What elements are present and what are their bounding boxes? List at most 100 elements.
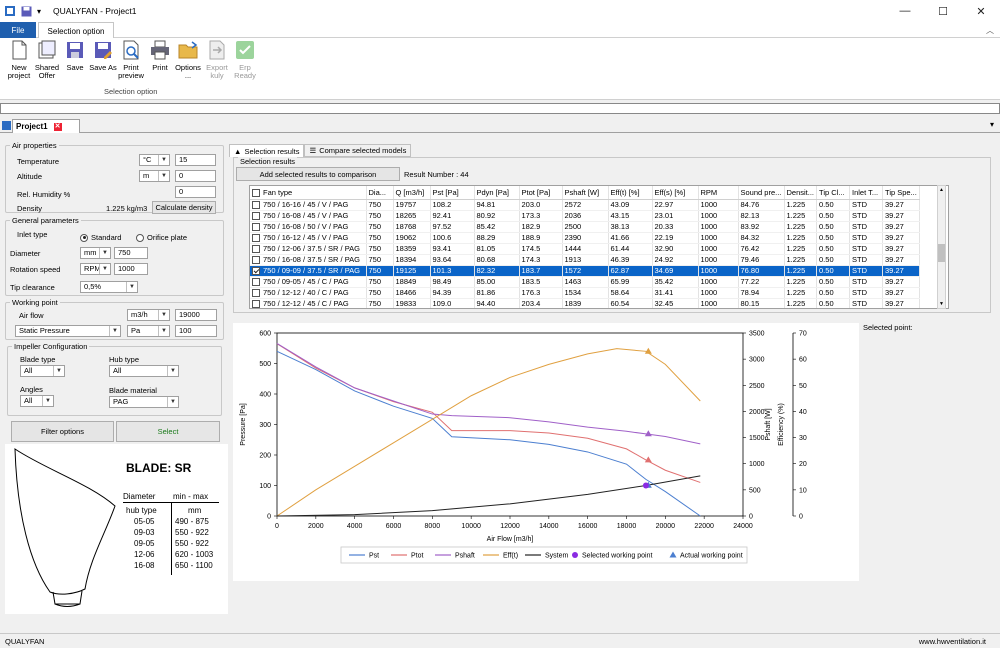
row-checkbox[interactable]: [252, 212, 260, 221]
save-icon[interactable]: [21, 6, 32, 17]
airflow-unit-select[interactable]: m3/h ▼: [127, 309, 170, 321]
row-checkbox[interactable]: [252, 278, 260, 287]
table-cell: 39.27: [882, 254, 920, 266]
tab-compare-models[interactable]: ☰ Compare selected models: [304, 144, 412, 157]
cell-value: STD: [852, 200, 868, 209]
tab-selection-results[interactable]: ▲ Selection results: [229, 144, 305, 157]
options-button[interactable]: Options ...: [174, 40, 202, 80]
rotation-unit-select[interactable]: RPM ▼: [80, 263, 111, 275]
file-tab[interactable]: File: [0, 22, 36, 38]
row-checkbox[interactable]: [252, 201, 260, 210]
blade-range-4: 650 - 1100: [175, 561, 213, 570]
qat-dropdown-icon[interactable]: ▾: [37, 6, 42, 16]
humidity-input[interactable]: 0: [175, 186, 216, 198]
cell-value: 43.09: [610, 200, 630, 209]
diameter-unit-value: mm: [84, 248, 97, 257]
hub-type-select[interactable]: All ▼: [109, 365, 179, 377]
print-preview-button[interactable]: Print preview: [117, 40, 145, 80]
cell-value: 35.42: [654, 277, 674, 286]
table-row[interactable]: 750 / 16-12 / 45 / V / PAG 750 19062 100.6 8…: [250, 232, 920, 244]
column-header[interactable]: Pst [Pa]: [430, 186, 475, 200]
scroll-thumb[interactable]: [938, 244, 945, 262]
close-tab-icon[interactable]: ✕: [53, 122, 62, 131]
row-checkbox[interactable]: [252, 289, 260, 298]
column-header[interactable]: RPM: [698, 186, 739, 200]
angles-select[interactable]: All ▼: [20, 395, 54, 407]
inlet-orifice-radio[interactable]: Orifice plate: [136, 233, 187, 242]
add-to-comparison-button[interactable]: Add selected results to comparison: [236, 167, 400, 181]
diameter-input[interactable]: 750: [114, 247, 148, 259]
row-checkbox[interactable]: [252, 256, 260, 265]
blade-type-select[interactable]: All ▼: [20, 365, 65, 377]
blade-material-select[interactable]: PAG ▼: [109, 396, 179, 408]
command-input-bar[interactable]: [0, 103, 1000, 114]
new-project-button[interactable]: New project: [5, 40, 33, 80]
select-all-checkbox[interactable]: [252, 189, 260, 198]
erp-ready-button[interactable]: Erp Ready: [231, 40, 259, 80]
print-button[interactable]: Print: [146, 40, 174, 72]
column-header[interactable]: Sound pre...: [738, 186, 785, 200]
table-cell: 1000: [698, 287, 739, 299]
airflow-input[interactable]: 19000: [175, 309, 217, 321]
scroll-up-icon[interactable]: ▲: [939, 187, 944, 193]
column-header[interactable]: Eff(s) [%]: [652, 186, 699, 200]
maximize-icon[interactable]: ☐: [938, 5, 948, 18]
cell-value: 39.27: [885, 288, 904, 297]
tab-project1[interactable]: Project1 ✕: [12, 119, 80, 133]
column-header[interactable]: Tip Cl...: [816, 186, 851, 200]
column-header[interactable]: Fan type: [250, 186, 367, 200]
column-header[interactable]: Densit...: [784, 186, 818, 200]
calculate-density-button[interactable]: Calculate density: [152, 201, 216, 214]
table-row[interactable]: 750 / 12-12 / 40 / C / PAG 750 18466 94.39 8…: [250, 287, 920, 299]
column-header[interactable]: Dia...: [366, 186, 394, 200]
table-cell: 83.92: [738, 221, 785, 233]
table-row[interactable]: 750 / 16-08 / 50 / V / PAG 750 18768 97.52 8…: [250, 221, 920, 233]
row-checkbox[interactable]: [252, 234, 260, 243]
column-header[interactable]: Pdyn [Pa]: [474, 186, 520, 200]
filter-options-button[interactable]: Filter options: [11, 421, 114, 442]
column-header[interactable]: Eff(t) [%]: [608, 186, 653, 200]
tab-selection-option[interactable]: Selection option: [38, 22, 114, 39]
rotation-input[interactable]: 1000: [114, 263, 148, 275]
diameter-unit-select[interactable]: mm ▼: [80, 247, 111, 259]
column-header[interactable]: Inlet T...: [849, 186, 884, 200]
ribbon-collapse-icon[interactable]: ︿: [986, 26, 994, 35]
column-header[interactable]: Ptot [Pa]: [519, 186, 563, 200]
shared-offer-button[interactable]: Shared Offer: [33, 40, 61, 80]
scroll-down-icon[interactable]: ▼: [939, 301, 944, 307]
table-row[interactable]: 750 / 16-08 / 45 / V / PAG 750 18265 92.41 8…: [250, 210, 920, 222]
table-row[interactable]: 750 / 09-05 / 45 / C / PAG 750 18849 98.49 8…: [250, 276, 920, 288]
row-checkbox[interactable]: [252, 245, 260, 254]
results-scrollbar[interactable]: ▲ ▼: [937, 185, 946, 309]
column-header-label: Pdyn [Pa]: [476, 188, 510, 197]
pressure-unit-select[interactable]: Pa ▼: [127, 325, 170, 337]
cell-value: 101.3: [432, 266, 452, 275]
inlet-standard-radio[interactable]: Standard: [80, 233, 121, 242]
tab-list-icon[interactable]: ▾: [989, 120, 994, 129]
altitude-input[interactable]: 0: [175, 170, 216, 182]
pressure-input[interactable]: 100: [175, 325, 217, 337]
row-checkbox[interactable]: [252, 300, 260, 308]
export-kuly-button[interactable]: Export kuly: [203, 40, 231, 80]
table-row[interactable]: 750 / 16-08 / 37.5 / SR / PAG 750 18394 93.…: [250, 254, 920, 266]
save-button[interactable]: Save: [61, 40, 89, 72]
row-checkbox[interactable]: [252, 267, 260, 276]
pressure-type-select[interactable]: Static Pressure ▼: [15, 325, 121, 337]
row-checkbox[interactable]: [252, 223, 260, 232]
select-button[interactable]: Select: [116, 421, 220, 442]
tip-clearance-select[interactable]: 0,5% ▼: [80, 281, 138, 293]
print-icon: [151, 40, 169, 60]
temperature-input[interactable]: 15: [175, 154, 216, 166]
table-row[interactable]: 750 / 12-12 / 45 / C / PAG 750 19833 109.0 9…: [250, 298, 920, 308]
temperature-unit-select[interactable]: °C ▼: [139, 154, 170, 166]
altitude-unit-select[interactable]: m ▼: [139, 170, 170, 182]
table-row[interactable]: 750 / 12-06 / 37.5 / SR / PAG 750 18359 93.…: [250, 243, 920, 255]
save-as-button[interactable]: Save As: [89, 40, 117, 72]
minimize-icon[interactable]: —: [899, 5, 911, 17]
column-header[interactable]: Tip Spe...: [882, 186, 920, 200]
column-header[interactable]: Pshaft [W]: [562, 186, 609, 200]
close-icon[interactable]: ✕: [976, 5, 986, 18]
table-row[interactable]: 750 / 09-09 / 37.5 / SR / PAG 750 19125 101…: [250, 265, 920, 277]
table-row[interactable]: 750 / 16-16 / 45 / V / PAG 750 19757 108.2 9…: [250, 199, 920, 211]
column-header[interactable]: Q [m3/h]: [393, 186, 431, 200]
